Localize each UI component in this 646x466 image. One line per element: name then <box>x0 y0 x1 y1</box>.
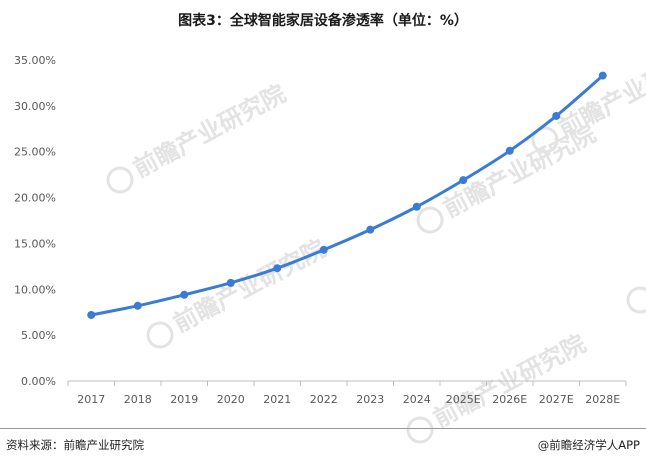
data-point <box>459 176 468 185</box>
y-tick-label: 25.00% <box>14 146 56 159</box>
app-credit: @前瞻经济学人APP <box>537 438 640 452</box>
x-tick-label: 2018 <box>124 393 152 406</box>
data-point <box>87 310 96 319</box>
y-tick-label: 20.00% <box>14 192 56 205</box>
y-axis: 0.00% 5.00% 10.00% 15.00% 20.00% 25.00% 30.00%… <box>14 54 56 388</box>
data-point <box>319 245 328 254</box>
y-tick-label: 15.00% <box>14 237 56 250</box>
x-axis: 2017 2018 2019 2020 2021 2022 2023 2024 2025E 202… <box>67 380 627 406</box>
y-tick-label: 5.00% <box>21 329 56 342</box>
watermark: 前瞻产业研究院 <box>406 329 590 444</box>
watermark-logo <box>146 321 174 349</box>
y-tick-label: 10.00% <box>14 283 56 296</box>
y-tick-label: 30.00% <box>14 100 56 113</box>
data-point <box>180 290 189 299</box>
watermark-logo <box>106 166 134 194</box>
watermark-text: 前瞻产业研究院 <box>169 234 330 338</box>
data-point <box>412 202 421 211</box>
x-tick-label: 2019 <box>170 393 198 406</box>
data-point <box>505 146 514 155</box>
footer-divider <box>0 428 646 429</box>
x-tick-label: 2027E <box>539 393 574 406</box>
watermark-logo <box>416 206 444 234</box>
data-point <box>226 278 235 287</box>
watermark: 前瞻产业研究院 <box>106 79 290 194</box>
watermark-layer: 前瞻产业研究院前瞻产业研究院前瞻产业研究院前瞻产业研究院前瞻产业研究院前瞻产业研… <box>106 39 646 444</box>
y-tick-label: 35.00% <box>14 54 56 67</box>
data-point <box>598 71 607 80</box>
watermark: 前瞻产业研究院 <box>626 286 646 314</box>
y-tick-label: 0.00% <box>21 375 56 388</box>
watermark-text: 前瞻产业研究院 <box>554 39 646 143</box>
data-point <box>273 264 282 273</box>
x-tick-label: 2017 <box>77 393 105 406</box>
x-tick-label: 2020 <box>217 393 245 406</box>
x-tick-label: 2023 <box>356 393 384 406</box>
watermark: 前瞻产业研究院 <box>146 234 330 349</box>
watermark-logo <box>406 416 434 444</box>
x-tick-label: 2025E <box>446 393 481 406</box>
series-line <box>89 74 605 317</box>
data-point <box>552 111 561 120</box>
x-tick-label: 2028E <box>585 393 620 406</box>
x-tick-label: 2021 <box>263 393 291 406</box>
data-point <box>133 301 142 310</box>
series-layer <box>87 71 607 319</box>
watermark-logo <box>626 286 646 314</box>
watermark-text: 前瞻产业研究院 <box>129 79 290 183</box>
source-note: 资料来源：前瞻产业研究院 <box>6 438 144 452</box>
x-tick-label: 2026E <box>492 393 527 406</box>
chart-title: 图表3：全球智能家居设备渗透率（单位：%） <box>178 13 468 29</box>
data-point <box>366 225 375 234</box>
x-tick-label: 2022 <box>310 393 338 406</box>
x-tick-label: 2024 <box>403 393 431 406</box>
